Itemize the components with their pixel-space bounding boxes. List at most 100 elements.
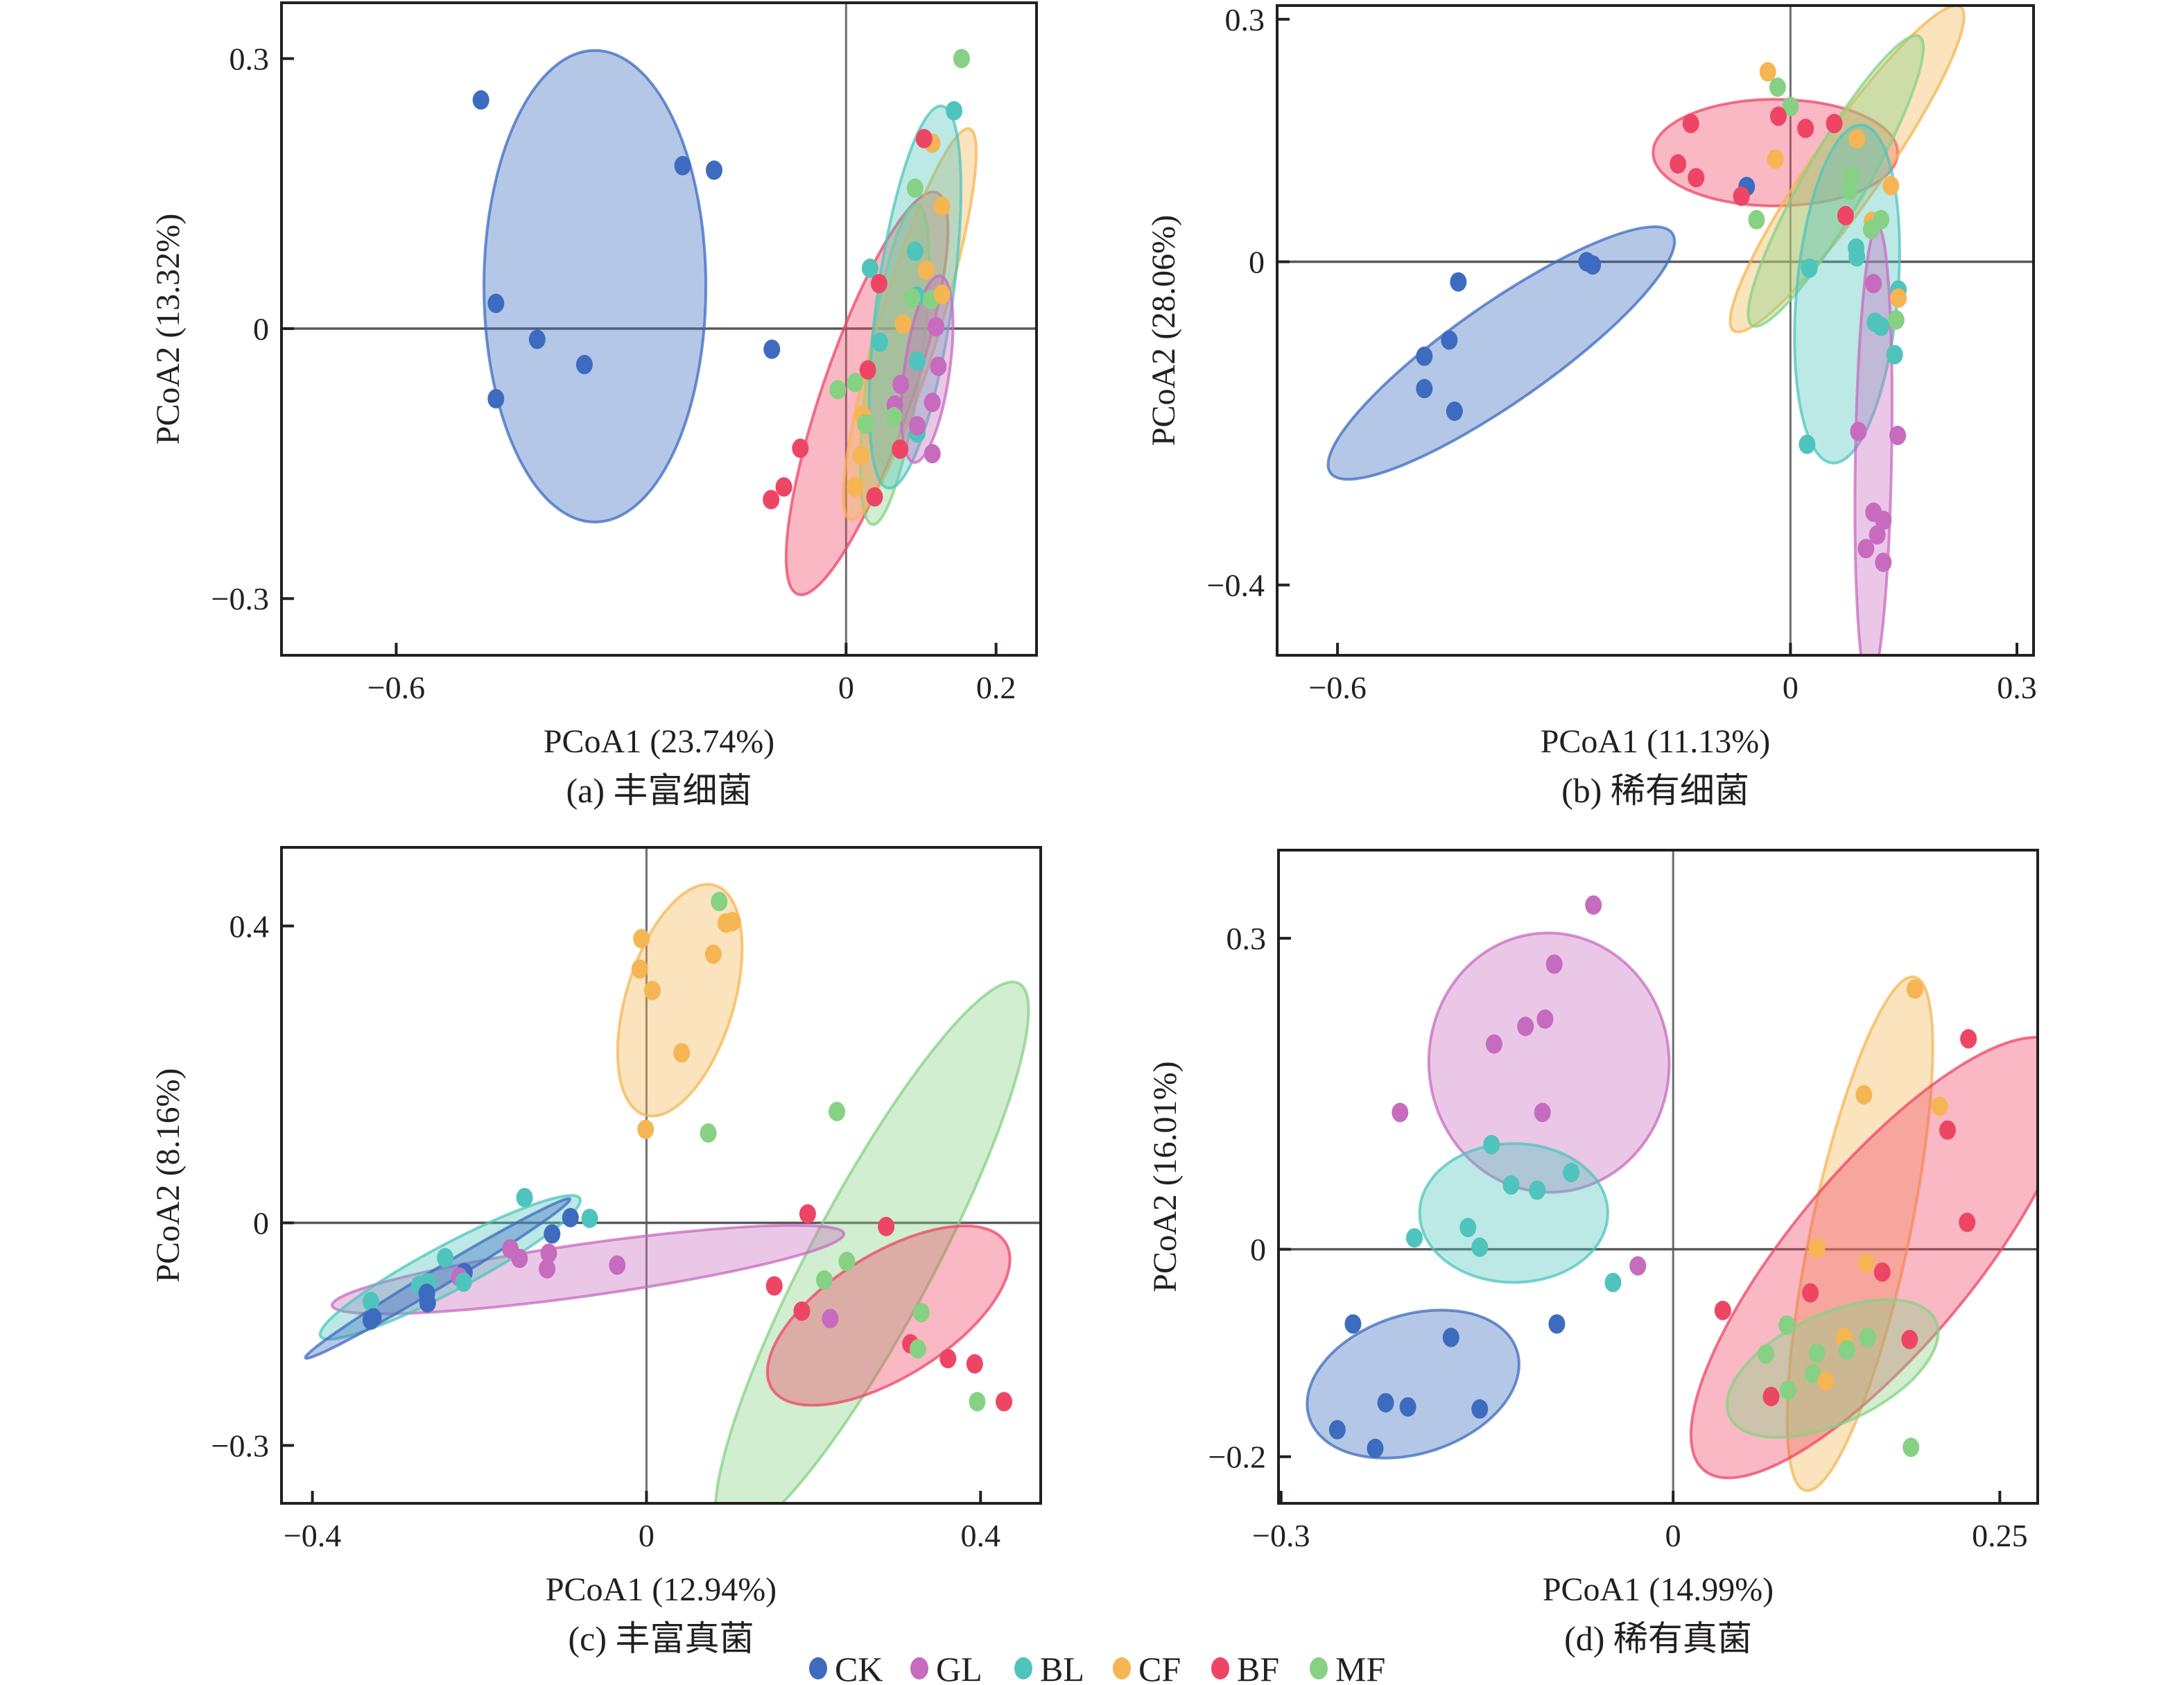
legend: CK GL BL CF BF MF [809,1650,1385,1685]
point-mf [903,288,921,308]
point-bf [765,1276,783,1296]
point-gl [1629,1256,1647,1276]
point-gl [539,1259,556,1279]
point-cf [1931,1096,1948,1116]
point-bf [878,1216,895,1236]
x-tick-label: 0 [1665,1518,1681,1553]
point-gl [1485,1034,1502,1054]
point-gl [892,374,910,395]
point-gl [924,444,941,464]
point-cf [894,314,912,334]
point-bf [1762,1386,1780,1406]
x-tick-label: −0.6 [367,670,425,705]
point-cf [643,980,661,1001]
point-bl [1801,258,1818,278]
ellipse-cf [1785,975,1934,1492]
legend-item-ck: CK [809,1650,883,1685]
point-cf [637,1119,655,1139]
point-bf [1837,206,1854,226]
point-bf [939,1349,957,1369]
point-gl [1536,1009,1554,1029]
ellipse-ck [1306,1308,1520,1460]
point-cf [1759,62,1776,82]
point-mf [1778,1315,1796,1335]
ellipse-cf [616,883,744,1118]
point-mf [1862,219,1880,239]
plot-frame [280,846,1042,1505]
point-bl [946,101,963,121]
legend-item-gl: GL [910,1650,982,1685]
point-ck [1450,272,1467,292]
y-axis-title: PCoA2 (28.06%) [1145,215,1182,446]
x-tick-label: −0.6 [1308,670,1366,705]
point-bf [1682,114,1699,134]
point-mf [1808,1343,1826,1363]
plot-area [1279,850,2038,1503]
point-bf [1714,1300,1731,1320]
point-bf [870,273,887,293]
point-mf [1887,310,1905,330]
point-gl [1585,895,1602,915]
point-mf [838,1252,856,1272]
point-bl [871,332,888,352]
legend-item-bf: BF [1211,1650,1279,1685]
point-bl [909,351,926,371]
point-mf [829,380,847,400]
y-tick-label: 0.3 [1225,2,1265,37]
point-bf [1733,187,1750,207]
y-axis-title: PCoA2 (16.01%) [1147,1061,1184,1292]
ellipse-mf [1725,1298,1940,1439]
point-ck [487,389,505,409]
point-gl [540,1243,557,1263]
legend-marker [809,1657,827,1679]
point-ck [528,329,546,349]
legend-label: CF [1138,1650,1181,1685]
y-axis-title: PCoA2 (13.32%) [150,214,187,444]
y-tick-label: −0.3 [211,1428,269,1464]
point-bf [1797,119,1814,139]
point-ck [1367,1438,1384,1458]
legend-label: MF [1335,1650,1385,1685]
point-bf [1688,168,1705,188]
point-bf [1901,1329,1918,1349]
plot-area [281,3,1037,655]
point-ck [544,1224,561,1244]
point-mf [953,49,970,69]
legend-item-bl: BL [1014,1650,1084,1685]
point-cf [1858,1253,1875,1273]
point-ck [1377,1392,1394,1412]
point-mf [969,1392,986,1412]
point-cf [673,1043,691,1063]
legend-label: BL [1040,1650,1084,1685]
ellipse-ck [1326,225,1676,481]
x-tick-label: 0.3 [1997,670,2037,705]
ellipse-bf [1689,1035,2038,1480]
point-bf [1826,114,1843,134]
point-bl [455,1272,472,1293]
point-gl [1534,1103,1551,1123]
point-gl [1850,422,1867,442]
plot-frame [1276,4,2035,657]
x-axis-title: PCoA1 (12.94%) [546,1571,777,1608]
point-mf [1903,1437,1920,1458]
point-bl [1799,434,1816,454]
point-bl [362,1291,379,1311]
point-gl [1875,510,1892,530]
point-ck [1548,1314,1566,1334]
point-gl [924,392,941,413]
point-mf [1757,1344,1774,1364]
point-ck [674,155,691,175]
x-tick-label: −0.3 [1252,1518,1310,1553]
point-bf [793,1301,811,1321]
point-ck [1442,1327,1459,1347]
point-bf [1802,1283,1819,1303]
point-mf [1769,77,1786,97]
x-tick-label: 0 [639,1518,655,1553]
panel-caption: (c) 丰富真菌 [569,1619,754,1658]
point-bf [763,490,780,510]
point-bf [966,1354,983,1374]
point-bf [995,1392,1012,1412]
point-cf [724,912,741,932]
ellipse-gl [1427,931,1671,1194]
